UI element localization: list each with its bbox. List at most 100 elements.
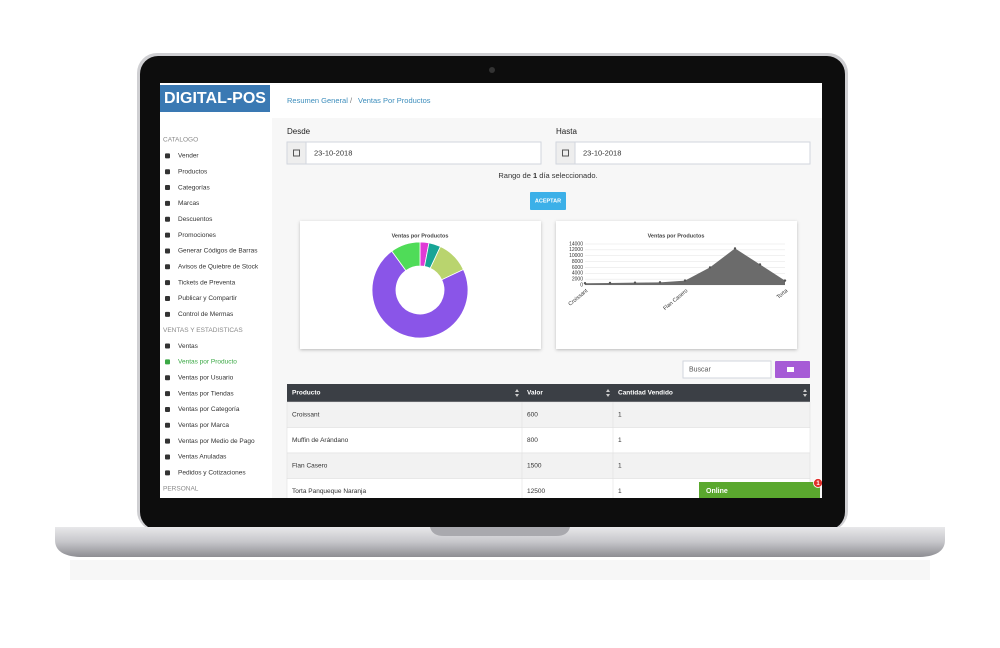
menu-icon — [165, 169, 170, 175]
accept-button[interactable] — [530, 192, 566, 210]
table-cell: 600 — [527, 412, 538, 419]
menu-icon — [165, 406, 170, 412]
field-label: Desde — [287, 127, 311, 136]
menu-icon — [165, 391, 170, 397]
breadcrumb-item[interactable]: Resumen General — [287, 96, 348, 105]
online-bar[interactable] — [699, 482, 820, 500]
menu-item[interactable]: Marcas — [178, 200, 200, 207]
y-tick-label: 10000 — [569, 253, 583, 259]
menu-icon — [165, 343, 170, 349]
column-header[interactable]: Valor — [527, 390, 543, 397]
menu-icon — [165, 359, 170, 365]
menu-item[interactable]: Promociones — [178, 232, 217, 239]
menu-item[interactable]: Descuentos — [178, 216, 213, 223]
y-tick-label: 2000 — [572, 276, 583, 282]
field-label: Hasta — [556, 127, 577, 136]
sort-icon — [515, 389, 519, 397]
sort-icon — [606, 389, 610, 397]
sidebar — [160, 83, 272, 498]
calendar-icon — [562, 149, 569, 157]
menu-icon — [165, 185, 170, 191]
breadcrumb-item[interactable]: Ventas Por Productos — [358, 96, 431, 105]
menu-item[interactable]: Publicar y Compartir — [178, 295, 238, 302]
donut-segment — [371, 250, 469, 339]
y-tick-label: 14000 — [569, 241, 583, 247]
breadcrumb-separator: / — [350, 96, 353, 105]
badge-circle — [813, 478, 822, 488]
menu-item[interactable]: Generar Códigos de Barras — [178, 248, 258, 255]
point — [733, 247, 737, 250]
menu-item[interactable]: Ventas por Usuario — [178, 374, 234, 381]
menu-icon — [165, 470, 170, 476]
menu-item[interactable]: Ventas por Producto — [178, 359, 237, 366]
search-placeholder: Buscar — [689, 366, 711, 373]
y-tick-label: 12000 — [569, 247, 583, 253]
point — [608, 281, 612, 285]
menu-item[interactable]: Control de Mermas — [178, 311, 234, 318]
menu-icon — [165, 454, 170, 460]
menu-item[interactable]: Pedidos y Cotizaciones — [178, 470, 246, 477]
base-notch — [430, 527, 570, 536]
menu-icon — [165, 248, 170, 254]
table-cell: Flan Casero — [292, 463, 328, 470]
menu-item[interactable]: Ventas — [178, 343, 199, 350]
logo: DIGITAL-POS — [164, 90, 266, 107]
column-header[interactable]: Cantidad Vendido — [618, 390, 673, 397]
section-title: VENTAS Y ESTADISTICAS — [163, 327, 243, 334]
table-row — [286, 401, 811, 428]
menu-item[interactable]: Tickets de Preventa — [178, 279, 236, 286]
table-row — [286, 452, 811, 479]
accept-label[interactable]: ACEPTAR — [535, 198, 561, 204]
menu-icon — [165, 438, 170, 444]
table-cell: Torta Panqueque Naranja — [292, 488, 366, 495]
column-header[interactable]: Producto — [292, 390, 321, 397]
menu-item[interactable]: Ventas por Marca — [178, 422, 229, 429]
menu-icon — [165, 264, 170, 270]
online-label[interactable]: Online — [706, 488, 728, 495]
point — [658, 281, 662, 284]
donut-segment — [391, 241, 421, 272]
table-cell: 1 — [618, 412, 622, 419]
logo-box — [160, 85, 270, 112]
y-tick-label: 6000 — [572, 265, 583, 271]
menu-icon — [165, 296, 170, 301]
table-cell: 1500 — [527, 463, 542, 470]
menu-icon — [165, 232, 170, 238]
menu-item[interactable]: Ventas Anuladas — [178, 454, 227, 461]
calendar-icon — [293, 149, 300, 157]
chart-title: Ventas por Productos — [648, 233, 705, 239]
point — [633, 281, 637, 284]
date-addon — [555, 141, 576, 165]
table-cell: Croissant — [292, 412, 320, 419]
menu-item[interactable]: Productos — [178, 168, 208, 175]
chart-title: Ventas por Productos — [392, 233, 449, 239]
menu-item[interactable]: Vender — [178, 153, 199, 160]
section-title: CATALOGO — [163, 137, 198, 144]
menu-item[interactable]: Ventas por Categoría — [178, 406, 240, 413]
area — [585, 248, 785, 285]
menu-icon — [165, 200, 170, 206]
table-cell: Muffin de Arándano — [292, 437, 349, 444]
menu-item[interactable]: Ventas por Medio de Pago — [178, 438, 255, 445]
menu-icon — [165, 216, 170, 222]
point — [758, 263, 762, 266]
sort-icon — [803, 389, 807, 397]
table-cell: 1 — [618, 437, 622, 444]
menu-item[interactable]: Avisos de Quiebre de Stock — [178, 264, 259, 271]
top-bar — [272, 83, 822, 118]
camera — [489, 67, 495, 73]
table-cell: 1 — [618, 463, 622, 470]
menu-icon — [165, 153, 170, 159]
screen: DIGITAL-POS CATALOGO Vender Productos Categ… — [160, 83, 822, 500]
range-text-part: día seleccionado. — [537, 171, 597, 180]
menu-item[interactable]: Categorías — [178, 184, 211, 191]
menu-item[interactable]: Ventas por Tiendas — [178, 390, 234, 397]
laptop-base — [55, 527, 945, 557]
section-title: PERSONAL — [163, 485, 199, 492]
table-header — [287, 384, 810, 402]
reflection — [70, 560, 930, 580]
y-tick-label: 8000 — [572, 259, 583, 265]
table-cell: 1 — [618, 488, 622, 495]
search-input[interactable] — [682, 360, 772, 379]
